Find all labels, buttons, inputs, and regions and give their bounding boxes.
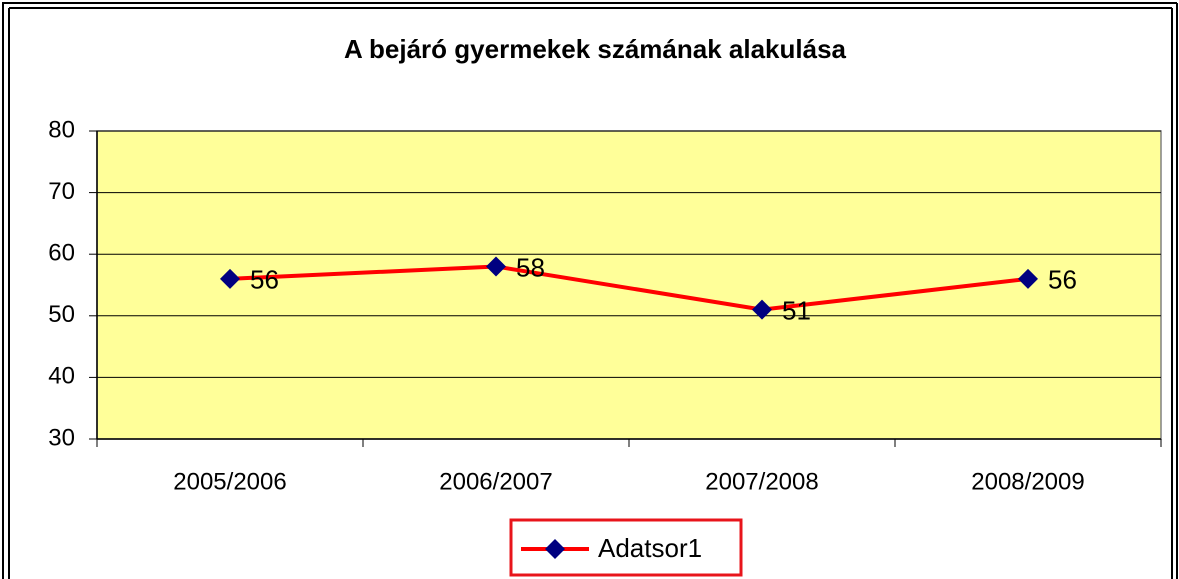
marker xyxy=(1018,268,1038,289)
legend-label: Adatsor1 xyxy=(598,533,702,563)
marker xyxy=(486,256,506,277)
chart-title: A bejáró gyermekek számának alakulása xyxy=(344,34,847,64)
legend-marker xyxy=(545,539,565,559)
data-label: 56 xyxy=(1048,265,1077,295)
x-tick-label: 2008/2009 xyxy=(971,468,1084,495)
series-line xyxy=(229,264,1029,312)
marker xyxy=(752,299,772,320)
y-tick-label: 50 xyxy=(48,301,75,328)
data-label: 56 xyxy=(250,265,279,295)
data-label: 51 xyxy=(782,296,811,326)
x-tick-label: 2007/2008 xyxy=(705,468,818,495)
y-tick-label: 40 xyxy=(48,363,75,390)
data-label: 58 xyxy=(516,252,545,282)
y-tick-label: 80 xyxy=(48,116,75,143)
marker xyxy=(220,268,240,289)
y-tick-label: 60 xyxy=(48,240,75,267)
x-tick-label: 2005/2006 xyxy=(173,468,286,495)
y-tick-label: 30 xyxy=(48,424,75,451)
x-tick-label: 2006/2007 xyxy=(439,468,552,495)
y-tick-label: 70 xyxy=(48,178,75,205)
legend-highlight xyxy=(509,518,743,577)
